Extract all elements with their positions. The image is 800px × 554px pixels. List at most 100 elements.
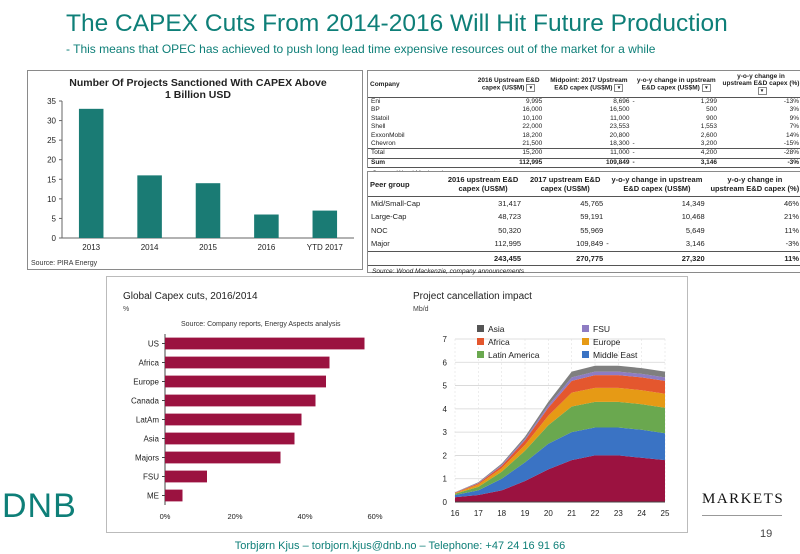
- y-tick-label: 35: [47, 97, 56, 106]
- y-tick-label: 5: [443, 382, 448, 391]
- x-tick-label: 23: [614, 509, 623, 518]
- y-tick-label: US: [148, 340, 159, 349]
- table-total-row: 243,455 270,775 27,320 11%: [368, 250, 800, 267]
- y-tick-label: 6: [443, 358, 448, 367]
- footer-contact: Torbjørn Kjus – torbjorn.kjus@dnb.no – T…: [234, 540, 566, 552]
- y-tick-label: 10: [47, 195, 56, 204]
- chart-title: Number Of Projects Sanctioned With CAPEX…: [69, 77, 327, 89]
- y-tick-label: 3: [443, 428, 448, 437]
- legend-label: Latin America: [488, 350, 540, 360]
- bar-2014: [137, 175, 162, 238]
- bar-FSU: [165, 470, 207, 483]
- bar-2016: [254, 214, 279, 238]
- y-tick-label: 20: [47, 156, 56, 165]
- page-title: The CAPEX Cuts From 2014-2016 Will Hit F…: [66, 10, 728, 37]
- bar-YTD 2017: [312, 210, 338, 238]
- y-tick-label: 7: [443, 335, 448, 344]
- legend-label: Asia: [488, 324, 505, 334]
- header-2016: 2016 upstream E&D capex (US$M): [442, 172, 525, 197]
- filter-dropdown-icon[interactable]: ▾: [614, 83, 624, 92]
- y-tick-label: Canada: [131, 397, 160, 406]
- y-tick-label: 30: [47, 117, 56, 126]
- chart-source: Source: Company reports, Energy Aspects …: [181, 321, 341, 328]
- x-tick-label: 17: [474, 509, 483, 518]
- filter-dropdown-icon[interactable]: ▾: [757, 87, 767, 95]
- table-sum-row: Sum 112,995 109,849-3,146 -3%: [368, 157, 800, 169]
- chart-unit: Mb/d: [413, 306, 429, 313]
- table-source: Source: Wood Mackenzie, company announce…: [372, 268, 525, 276]
- bar-2013: [78, 108, 104, 238]
- table-row: Eni 9,995 8,696-1,299 -13%: [371, 98, 799, 105]
- projects-chart-panel: Number Of Projects Sanctioned With CAPEX…: [27, 70, 363, 270]
- y-tick-label: 2: [443, 451, 448, 460]
- chart-unit: %: [123, 306, 129, 313]
- legend-swatch: [582, 338, 589, 345]
- legend-label: Africa: [488, 337, 510, 347]
- table-row: Total 15,200 11,000-4,200 -28%: [368, 148, 800, 159]
- filter-dropdown-icon[interactable]: ▾: [526, 83, 536, 92]
- x-tick-label: 18: [497, 509, 506, 518]
- table-row: Mid/Small-Cap 31,417 45,765 14,349 46%: [371, 199, 799, 208]
- header-yoy-usd: y-o-y change in upstream E&D capex (US$M…: [636, 76, 716, 92]
- y-tick-label: LatAm: [136, 416, 159, 425]
- header-yoy-usd: y-o-y change in upstream E&D capex (US$M…: [606, 172, 708, 197]
- table-row: Chevron 21,500 18,300-3,200 -15%: [371, 140, 799, 148]
- legend-label: FSU: [593, 324, 610, 334]
- peer-group-table-panel: Peer group 2016 upstream E&D capex (US$M…: [367, 171, 800, 275]
- table-row: Statoil 10,100 11,000 900 9%: [371, 114, 799, 122]
- divider: [702, 515, 782, 516]
- table-row: NOC 50,320 55,969 5,649 11%: [371, 225, 799, 235]
- table-row: BP 16,000 16,500 500 3%: [371, 106, 799, 114]
- bar-Africa: [165, 356, 330, 369]
- y-tick-label: 5: [52, 214, 57, 223]
- y-tick-label: 15: [47, 175, 56, 184]
- capex-cuts-panel: Global Capex cuts, 2016/2014 % Source: C…: [106, 276, 688, 533]
- y-tick-label: Asia: [143, 435, 159, 444]
- company-capex-table: Company 2016 Upstream E&D capex (US$M) ▾ …: [368, 71, 800, 169]
- bar-Asia: [165, 432, 295, 445]
- x-tick-label: 24: [637, 509, 646, 518]
- legend-swatch: [477, 325, 484, 332]
- x-tick-label: 16: [451, 509, 460, 518]
- y-tick-label: 0: [443, 498, 448, 507]
- bar-Europe: [165, 375, 326, 388]
- table-row: Large-Cap 48,723 59,191 10,468 21%: [371, 212, 799, 222]
- y-tick-label: 1: [443, 475, 448, 484]
- x-tick-label: 2016: [258, 243, 276, 252]
- header-yoy-pct: y-o-y change in upstream E&D capex (%): [707, 172, 800, 197]
- y-tick-label: 25: [47, 136, 56, 145]
- bar-LatAm: [165, 413, 302, 426]
- projects-bar-chart: Number Of Projects Sanctioned With CAPEX…: [31, 77, 354, 267]
- x-tick-label: 2014: [141, 243, 159, 252]
- header-2017: Midpoint: 2017 Upstream E&D capex (US$M): [550, 76, 628, 92]
- markets-label: MARKETS: [702, 491, 785, 507]
- y-tick-label: Majors: [135, 454, 159, 463]
- x-tick-label: 2013: [82, 243, 100, 252]
- chart-title: Project cancellation impact: [413, 291, 532, 302]
- chart-source: Source: PIRA Energy: [31, 260, 98, 267]
- x-tick-label: 0%: [160, 512, 171, 521]
- bar-ME: [165, 489, 183, 502]
- x-tick-label: 2015: [199, 243, 217, 252]
- company-capex-table-panel: Company 2016 Upstream E&D capex (US$M) ▾ …: [367, 70, 800, 177]
- legend-swatch: [582, 351, 589, 358]
- peer-group-table: Peer group 2016 upstream E&D capex (US$M…: [368, 172, 800, 267]
- legend-label: Europe: [593, 337, 621, 347]
- chart-title: Global Capex cuts, 2016/2014: [123, 291, 258, 302]
- legend-label: Middle East: [593, 350, 638, 360]
- chart-title-line2: 1 Billion USD: [165, 89, 231, 101]
- header-2017: 2017 upstream E&D capex (US$M): [524, 172, 607, 197]
- x-tick-label: 22: [591, 509, 600, 518]
- table-row: Major 112,995 109,849-3,146 -3%: [371, 239, 799, 249]
- project-cancellation-area-chart: Project cancellation impact Mb/d 0123456…: [413, 291, 670, 518]
- table-row: ExxonMobil 18,200 20,800 2,600 14%: [371, 131, 799, 139]
- bar-2015: [195, 183, 221, 238]
- filter-dropdown-icon[interactable]: ▾: [701, 83, 711, 92]
- page-number: 19: [760, 528, 773, 540]
- x-tick-label: YTD 2017: [307, 243, 344, 252]
- y-tick-label: 0: [52, 234, 57, 243]
- area-middle-east: [455, 427, 665, 498]
- area-africa: [455, 375, 665, 494]
- area-asia: [455, 365, 665, 493]
- x-tick-label: 19: [521, 509, 530, 518]
